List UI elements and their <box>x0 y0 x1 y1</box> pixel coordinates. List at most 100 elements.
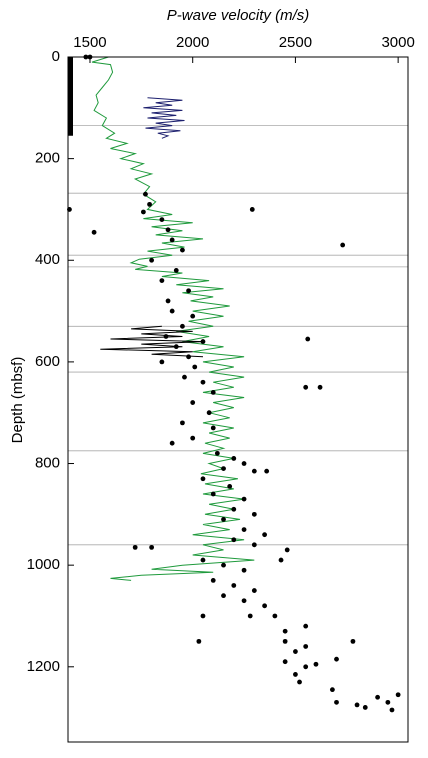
data-point <box>214 450 220 456</box>
data-point <box>227 483 233 489</box>
y-tick-label: 1000 <box>27 556 60 573</box>
x-tick-label: 3000 <box>381 34 414 51</box>
data-point <box>249 207 255 212</box>
data-point <box>375 694 380 700</box>
x-axis-title: P-wave velocity (m/s) <box>167 7 310 24</box>
data-point <box>210 578 216 583</box>
data-point <box>389 707 395 713</box>
data-point <box>210 491 216 497</box>
data-point <box>165 227 171 233</box>
data-point <box>241 496 247 502</box>
data-point <box>221 593 226 599</box>
data-point <box>200 339 206 344</box>
data-point <box>251 511 257 517</box>
velocity-log <box>143 97 185 139</box>
data-point <box>293 649 298 654</box>
data-point <box>297 679 302 685</box>
data-point <box>132 544 138 550</box>
data-point <box>169 308 175 314</box>
data-point <box>282 659 288 665</box>
data-point <box>251 542 257 548</box>
data-point <box>186 288 191 294</box>
data-point <box>169 237 175 243</box>
data-point <box>159 217 165 223</box>
data-point <box>354 702 360 708</box>
data-point <box>303 644 309 649</box>
data-point <box>313 661 319 667</box>
y-tick-label: 200 <box>35 150 60 167</box>
data-point <box>190 400 196 405</box>
data-point <box>231 537 237 543</box>
data-point <box>251 468 257 474</box>
data-point <box>231 456 237 461</box>
data-point <box>247 613 253 619</box>
data-point <box>251 588 257 593</box>
data-point <box>293 672 298 677</box>
data-point <box>231 506 237 512</box>
data-point <box>210 389 216 395</box>
data-point <box>173 344 179 350</box>
data-point <box>282 638 288 644</box>
data-point <box>186 354 191 360</box>
data-point <box>182 374 187 380</box>
data-point <box>165 298 171 304</box>
data-point <box>264 468 270 474</box>
data-point <box>180 420 185 426</box>
data-point <box>241 527 247 532</box>
data-point <box>173 268 179 273</box>
data-point <box>241 567 247 573</box>
data-point <box>147 201 152 207</box>
data-point <box>159 278 165 283</box>
data-point <box>206 410 212 416</box>
y-axis-title: Depth (mbsf) <box>9 357 26 444</box>
data-point <box>241 461 247 466</box>
data-point <box>192 364 198 370</box>
data-point <box>278 557 284 563</box>
data-point <box>350 638 356 644</box>
data-point <box>200 557 206 563</box>
data-point <box>200 379 206 385</box>
data-point <box>149 544 155 550</box>
data-point <box>140 209 146 215</box>
data-point <box>329 687 335 693</box>
data-point <box>362 705 368 710</box>
x-tick-label: 2000 <box>176 34 209 51</box>
data-point <box>91 229 97 235</box>
data-point <box>221 517 226 522</box>
data-point <box>190 313 196 319</box>
data-point <box>196 638 202 644</box>
data-point <box>200 613 206 619</box>
data-point <box>200 476 206 482</box>
data-point <box>143 191 148 197</box>
y-tick-label: 1200 <box>27 658 60 675</box>
data-point <box>180 323 185 329</box>
x-tick-label: 2500 <box>279 34 312 51</box>
data-point <box>221 466 226 472</box>
data-point <box>303 664 309 670</box>
data-point <box>221 562 226 568</box>
data-point <box>210 425 216 431</box>
y-tick-label: 400 <box>35 251 60 268</box>
data-point <box>149 257 155 263</box>
data-point <box>231 583 237 588</box>
data-point <box>284 547 290 553</box>
data-point <box>180 247 185 253</box>
data-point <box>305 336 311 342</box>
data-point <box>303 384 309 390</box>
y-tick-label: 800 <box>35 454 60 471</box>
data-point <box>395 692 401 698</box>
data-point <box>334 656 339 662</box>
y-tick-label: 600 <box>35 353 60 370</box>
data-point <box>282 628 288 634</box>
velocity-log <box>100 325 204 358</box>
data-point <box>262 532 268 538</box>
y-tick-label: 0 <box>52 48 60 65</box>
velocity-log <box>91 56 255 581</box>
data-point <box>163 334 169 339</box>
data-point <box>241 598 247 604</box>
data-point <box>159 359 165 365</box>
data-point <box>303 623 309 629</box>
plot-frame <box>67 56 409 743</box>
data-point <box>272 613 278 619</box>
data-point <box>385 699 391 705</box>
